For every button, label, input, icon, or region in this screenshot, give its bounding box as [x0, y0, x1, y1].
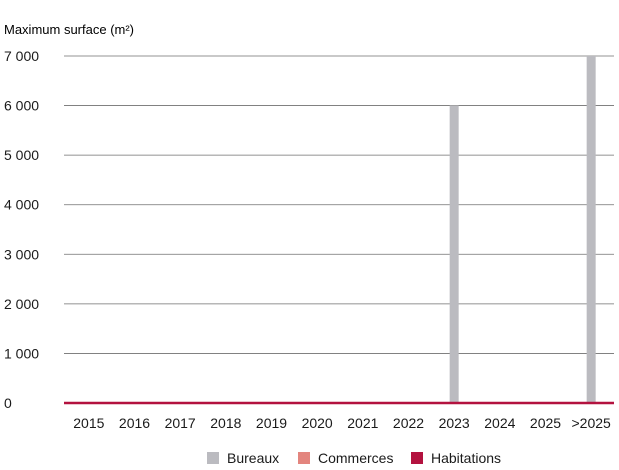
y-tick-label: 3 000 [4, 246, 39, 262]
legend-swatch-bureaux [207, 452, 219, 464]
x-tick-label: 2021 [347, 415, 378, 431]
y-tick-label: 4 000 [4, 197, 39, 213]
legend: Bureaux Commerces Habitations [207, 450, 501, 466]
x-tick-label: 2023 [439, 415, 470, 431]
y-tick-label: 1 000 [4, 345, 39, 361]
bar-bureaux [449, 105, 459, 404]
gridlines [64, 55, 614, 354]
legend-label-commerces: Commerces [318, 450, 393, 466]
y-axis-label: Maximum surface (m²) [4, 22, 134, 37]
y-tick-label: 7 000 [4, 48, 39, 64]
legend-label-bureaux: Bureaux [227, 450, 279, 466]
x-tick-label: 2017 [165, 415, 196, 431]
x-tick-label: 2022 [393, 415, 424, 431]
y-tick-label: 2 000 [4, 296, 39, 312]
x-tick-label: 2018 [210, 415, 241, 431]
x-tick-label: 2020 [302, 415, 333, 431]
y-tick-label: 0 [4, 395, 12, 411]
x-tick-label: 2019 [256, 415, 287, 431]
x-tick-label: 2025 [530, 415, 561, 431]
y-tick-label: 5 000 [4, 147, 39, 163]
y-tick-labels: 0 1 000 2 000 3 000 4 000 5 000 6 000 7 000 [4, 48, 39, 411]
legend-swatch-commerces [298, 452, 310, 464]
x-tick-labels: 2015 2016 2017 2018 2019 2020 2021 2022 2023 2024… [73, 415, 611, 431]
x-tick-label: 2024 [484, 415, 515, 431]
legend-swatch-habitations [411, 452, 423, 464]
bars [449, 56, 596, 404]
x-tick-label: >2025 [572, 415, 612, 431]
x-tick-label: 2016 [119, 415, 150, 431]
legend-label-habitations: Habitations [431, 450, 501, 466]
bar-bureaux [586, 56, 596, 403]
y-tick-label: 6 000 [4, 98, 39, 114]
x-tick-label: 2015 [73, 415, 104, 431]
